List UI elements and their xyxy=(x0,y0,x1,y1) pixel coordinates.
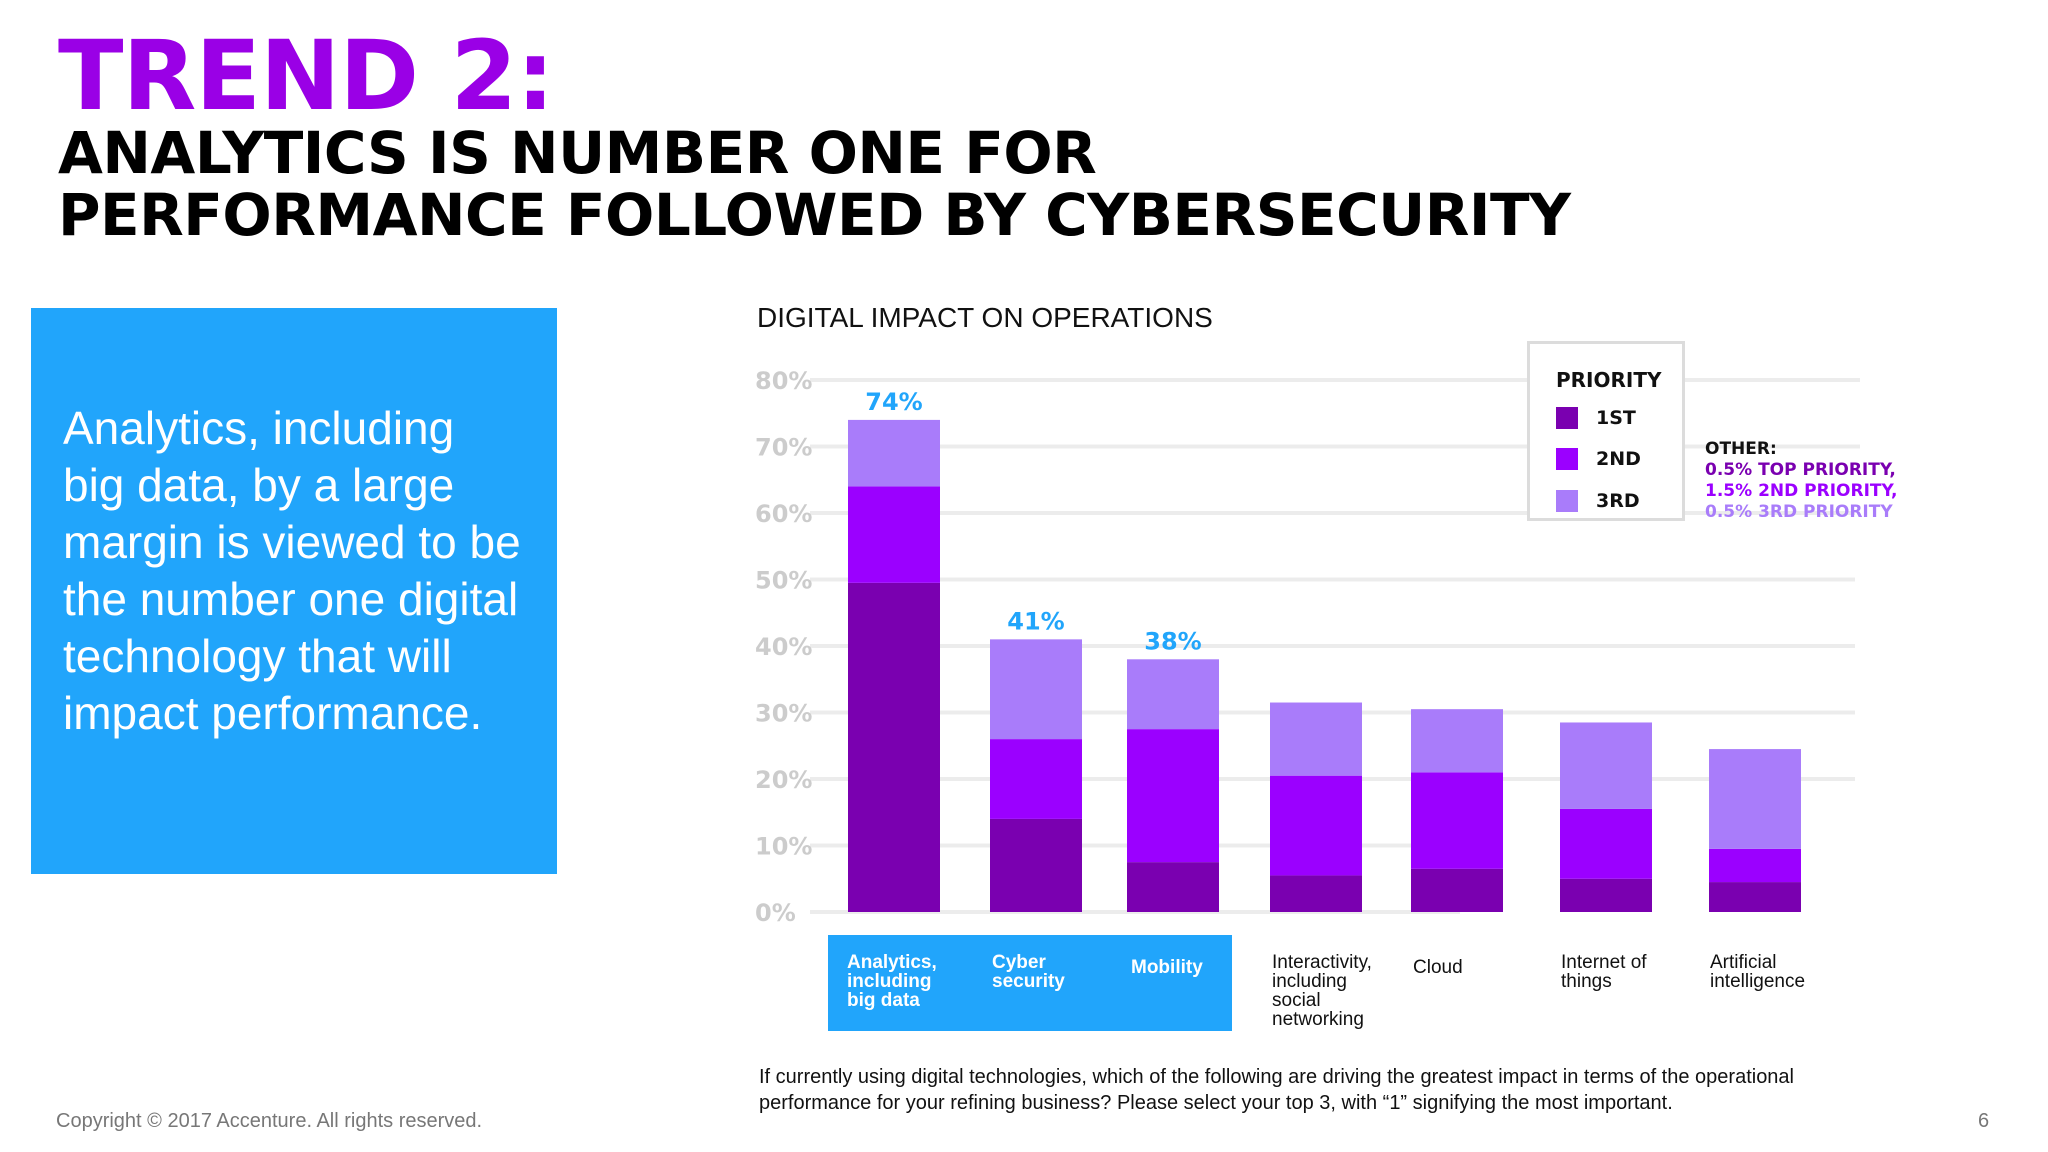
bar-segment-1st xyxy=(1411,868,1503,912)
y-tick-label: 80% xyxy=(755,367,812,395)
legend-label-1st: 1ST xyxy=(1596,407,1636,429)
category-label-ai: Artificial intelligence xyxy=(1710,952,1806,992)
bar-segment-2nd xyxy=(1411,772,1503,869)
y-tick-label: 30% xyxy=(755,700,812,728)
bar-segment-1st xyxy=(1560,878,1652,912)
bar-total-label: 38% xyxy=(1144,627,1201,655)
legend-swatch-1st xyxy=(1556,407,1578,429)
category-label-analytics: Analytics, including big data xyxy=(847,952,937,1011)
other-note: OTHER: 0.5% TOP PRIORITY, 1.5% 2ND PRIOR… xyxy=(1705,439,1897,523)
bar-segment-1st xyxy=(990,818,1082,912)
category-label-cyber-security: Cyber security xyxy=(992,952,1065,992)
category-label-iot: Internet of things xyxy=(1561,952,1647,992)
y-tick-label: 0% xyxy=(755,899,796,927)
bar-segment-3rd xyxy=(1411,709,1503,773)
legend: PRIORITY 1ST 2ND 3RD xyxy=(1527,341,1685,521)
bar-segment-3rd xyxy=(990,639,1082,740)
trend-title: TREND 2: xyxy=(58,20,555,132)
bar-total-label: 74% xyxy=(865,388,922,416)
bar-segment-2nd xyxy=(1709,848,1801,883)
bar-segment-1st xyxy=(848,582,940,912)
callout-box: Analytics, including big data, by a larg… xyxy=(31,308,557,874)
other-line-2: 1.5% 2ND PRIORITY, xyxy=(1705,481,1898,501)
bar-segment-2nd xyxy=(990,739,1082,819)
legend-title: PRIORITY xyxy=(1556,368,1662,392)
bar-segment-1st xyxy=(1127,862,1219,912)
bar-segment-3rd xyxy=(1270,702,1362,776)
legend-swatch-3rd xyxy=(1556,490,1578,512)
bar-segment-1st xyxy=(1709,882,1801,912)
headline-line-1: ANALYTICS IS NUMBER ONE FOR xyxy=(58,119,1097,187)
copyright: Copyright © 2017 Accenture. All rights r… xyxy=(56,1110,483,1132)
headline: ANALYTICS IS NUMBER ONE FOR PERFORMANCE … xyxy=(58,122,1571,246)
category-label-interactivity: Interactivity, including social networki… xyxy=(1272,952,1372,1030)
bar-total-label: 41% xyxy=(1007,607,1064,635)
category-label-cloud: Cloud xyxy=(1413,957,1463,978)
bar-segment-3rd xyxy=(1560,722,1652,809)
legend-item-1st: 1ST xyxy=(1556,407,1636,429)
y-tick-label: 40% xyxy=(755,633,812,661)
y-tick-label: 70% xyxy=(755,434,812,462)
bar-segment-1st xyxy=(1270,875,1362,912)
chart-title: DIGITAL IMPACT ON OPERATIONS xyxy=(757,302,1213,333)
survey-question: If currently using digital technologies,… xyxy=(759,1066,1794,1114)
callout-text: Analytics, including big data, by a larg… xyxy=(63,402,521,739)
bar-segment-3rd xyxy=(1709,749,1801,849)
category-highlight xyxy=(828,935,1232,1031)
bar-segment-3rd xyxy=(1127,659,1219,730)
y-tick-label: 10% xyxy=(755,833,812,861)
legend-item-3rd: 3RD xyxy=(1556,490,1640,512)
bar-segment-2nd xyxy=(1127,729,1219,863)
legend-label-3rd: 3RD xyxy=(1596,490,1640,512)
y-tick-label: 20% xyxy=(755,766,812,794)
bar-segment-2nd xyxy=(848,486,940,583)
legend-item-2nd: 2ND xyxy=(1556,448,1641,470)
other-line-3: 0.5% 3RD PRIORITY xyxy=(1705,502,1893,522)
bar-segment-2nd xyxy=(1560,808,1652,879)
page-number: 6 xyxy=(1978,1110,1990,1132)
legend-swatch-2nd xyxy=(1556,448,1578,470)
category-label-mobility: Mobility xyxy=(1131,957,1203,978)
y-tick-label: 60% xyxy=(755,500,812,528)
headline-line-2: PERFORMANCE FOLLOWED BY CYBERSECURITY xyxy=(58,181,1571,249)
other-line-1: 0.5% TOP PRIORITY, xyxy=(1705,460,1896,480)
y-tick-label: 50% xyxy=(755,567,812,595)
bar-segment-2nd xyxy=(1270,775,1362,876)
bar-segment-3rd xyxy=(848,419,940,487)
other-title: OTHER: xyxy=(1705,439,1777,459)
legend-label-2nd: 2ND xyxy=(1596,448,1641,470)
